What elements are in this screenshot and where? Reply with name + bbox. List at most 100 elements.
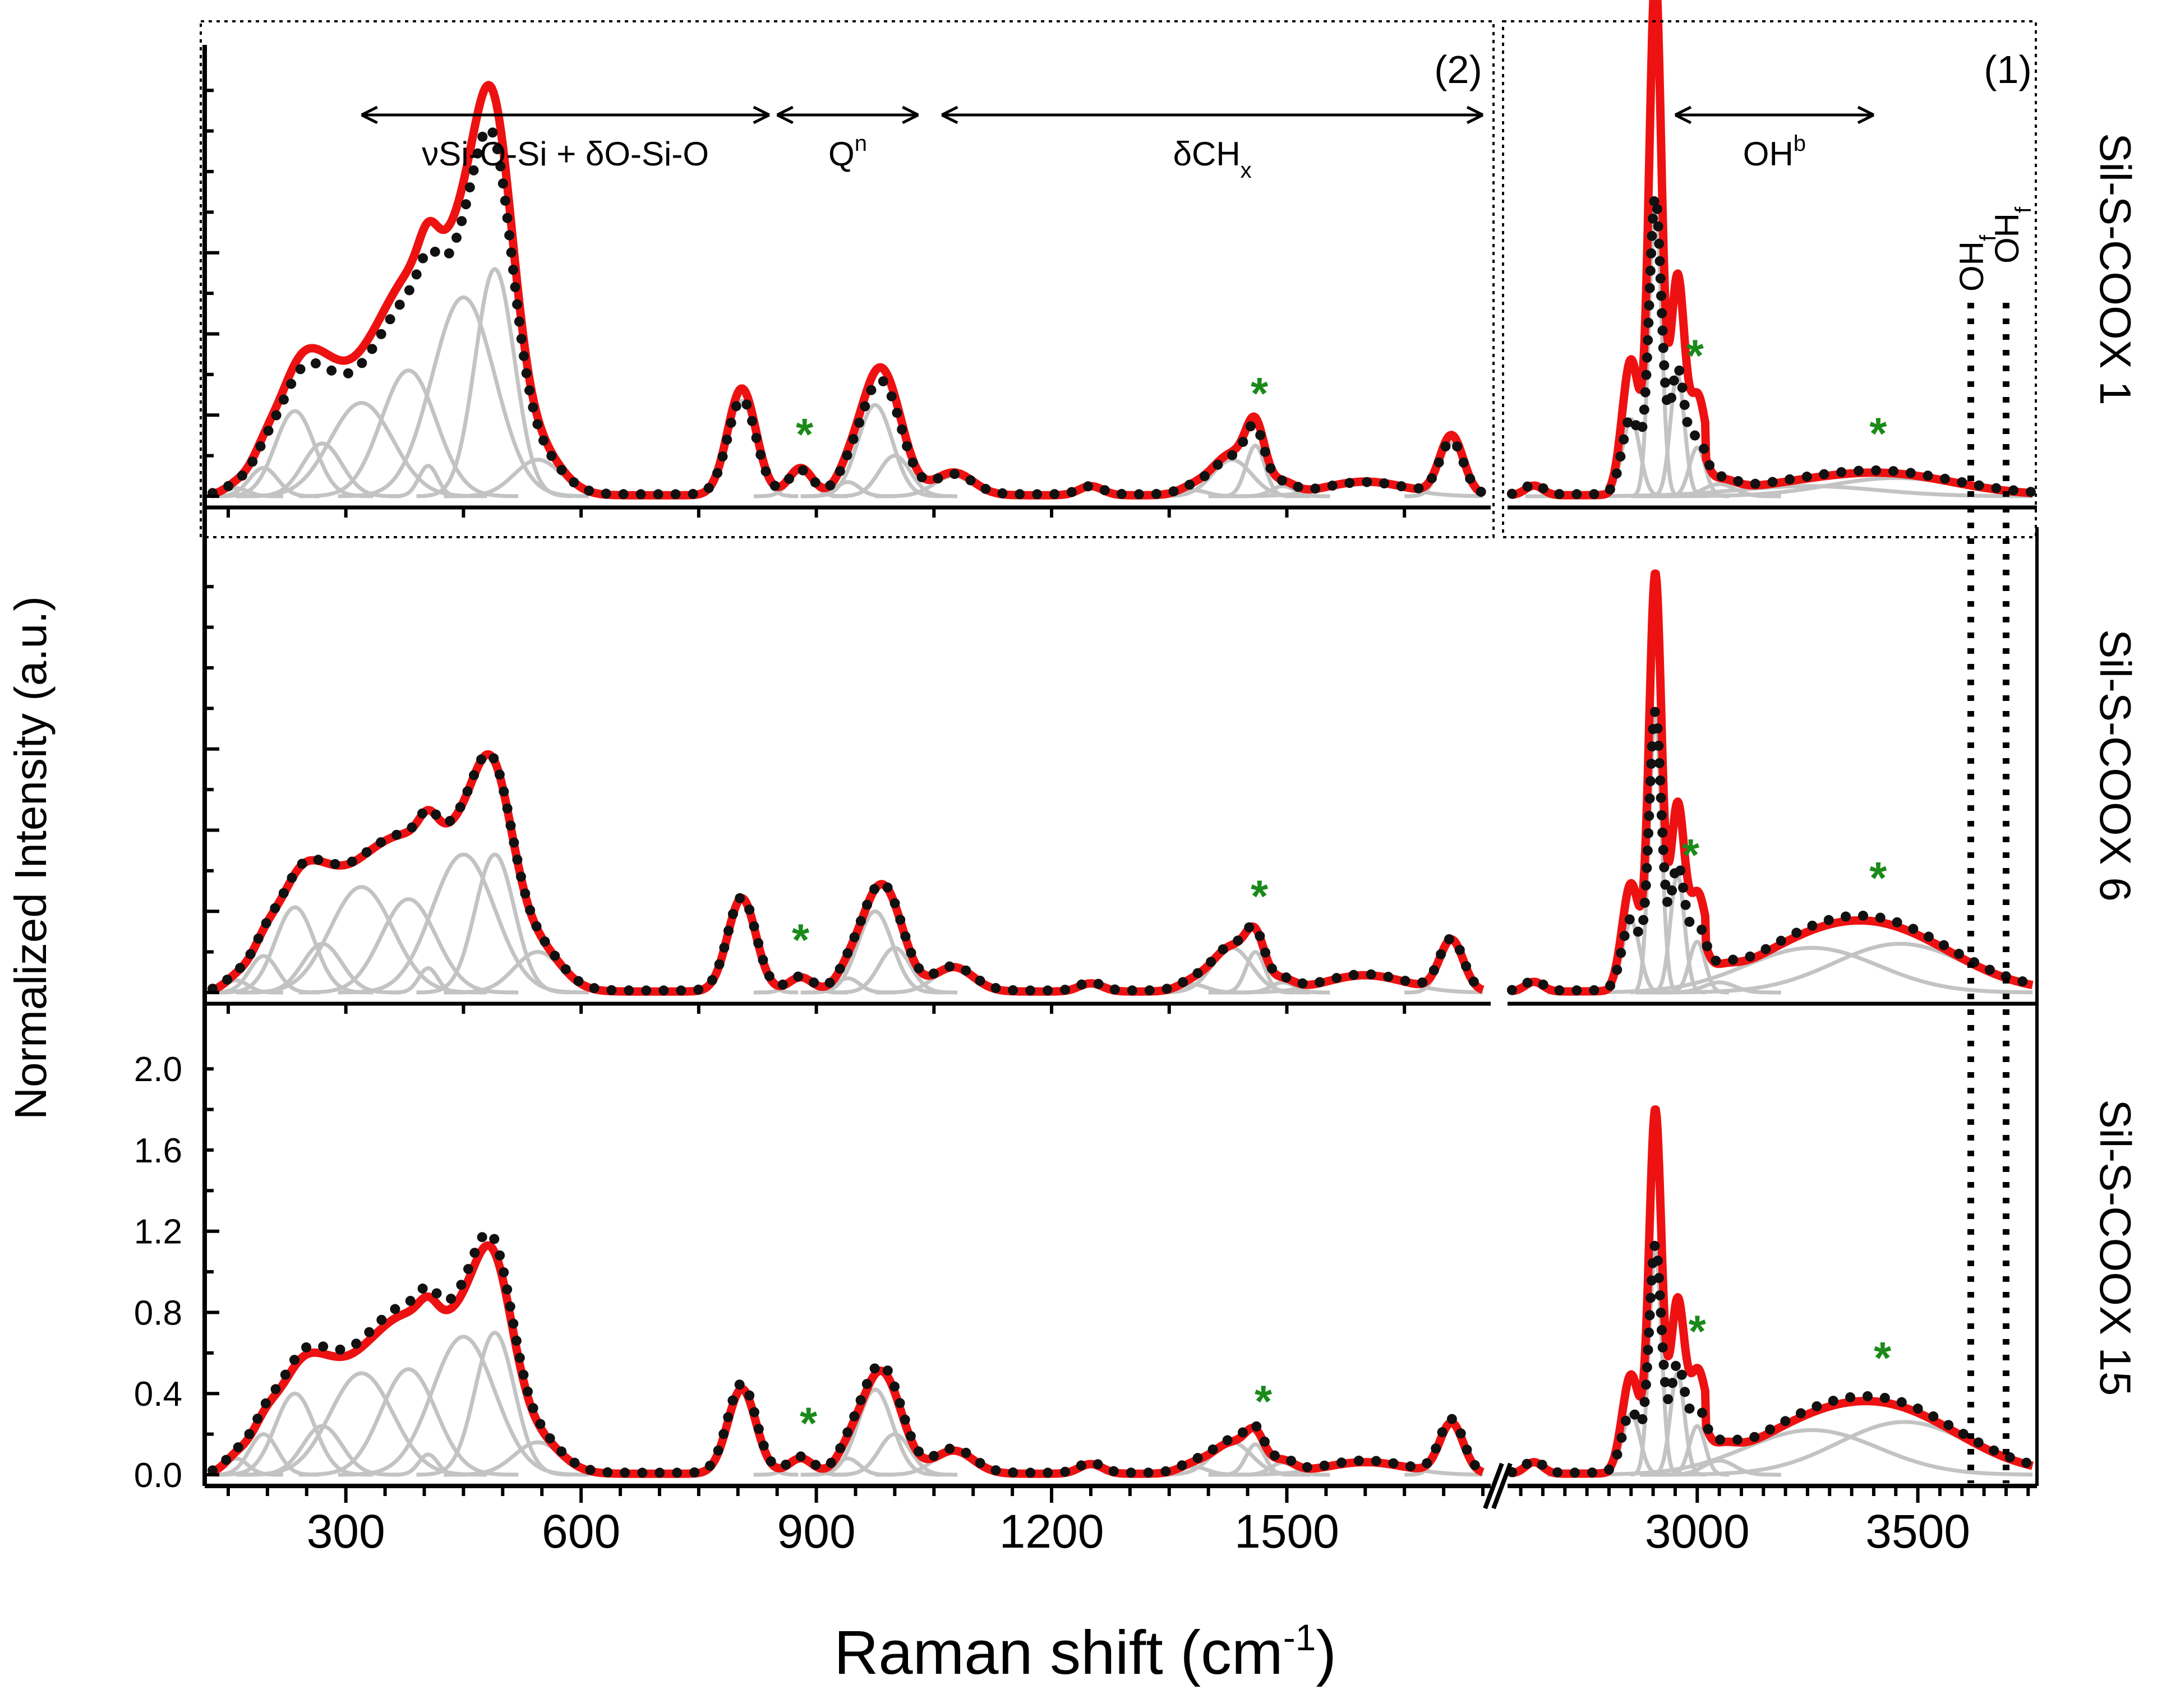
component-band-low-3 [216, 905, 374, 995]
fit-envelope-high [1506, 707, 2038, 996]
region-label: δCHx [1173, 135, 1252, 183]
component-band-low-15 [832, 454, 958, 498]
component-band-low-4 [243, 941, 401, 995]
free-oh-label-sub: f [1976, 234, 2001, 241]
component-band-low-15 [832, 945, 958, 995]
x-tick-label: 3500 [1865, 1505, 1970, 1558]
peak-star-marker: * [800, 1398, 818, 1448]
x-tick-label: 600 [542, 1505, 620, 1558]
region-arrow-head-right [753, 105, 770, 124]
region-annotation: OHb [1674, 105, 1875, 173]
region-box-2 [200, 20, 1495, 538]
sample-label: Sil-S-COOX 15 [2091, 1100, 2140, 1396]
peak-star-marker: * [1686, 331, 1704, 381]
region-arrow-head-left [941, 105, 958, 124]
component-band-low-14 [806, 909, 944, 995]
frame-layer: 0.0 0.4 0.8 1.2 1.6 2.0 300 600 900 1200 1500 3000 3… [134, 20, 2039, 1558]
region-annotation: Qn [776, 105, 919, 173]
sample-label: Sil-S-COOX 1 [2091, 133, 2140, 405]
fit-envelope-low [208, 1227, 1488, 1478]
experimental-spectrum-low [210, 1241, 1486, 1478]
fit-envelope-low [208, 122, 1488, 500]
component-band-low-8 [338, 1335, 589, 1477]
region-label: νSi-O-Si + δO-Si-O [422, 135, 709, 173]
component-band-high-2 [1596, 919, 1667, 995]
panel-number-label: (1) [1984, 48, 2032, 91]
y-tick-label: 0.0 [134, 1456, 182, 1495]
region-arrow-head-left [361, 105, 378, 124]
peak-star-marker: * [1689, 1306, 1707, 1356]
free-oh-marker-label: OHf [1988, 206, 2036, 264]
experimental-spectrum-high [1508, 569, 2036, 996]
panels-layer: * * * * Sil-S-COOX 1 * * * * Sil-S-COOX 6 * * * * Sil-… [208, 0, 2140, 1478]
region-arrow-head-right [1857, 105, 1875, 124]
component-band-low-9 [416, 852, 574, 995]
fit-envelope-high [1506, 1240, 2038, 1478]
experimental-spectrum-high [1508, 1105, 2036, 1478]
peak-star-marker: * [1255, 1376, 1273, 1426]
component-band-low-15 [832, 1432, 958, 1477]
component-band-low-8 [338, 852, 589, 995]
region-label-sup: b [1794, 131, 1806, 156]
spectrum-panel-1: * * * * Sil-S-COOX 1 [208, 0, 2140, 500]
x-tick-label: 900 [777, 1505, 855, 1558]
peak-star-marker: * [1682, 830, 1700, 880]
component-band-low-14 [806, 1387, 944, 1477]
peak-star-marker: * [1869, 853, 1887, 903]
region-label-main: νSi-O-Si + δO-Si-O [422, 135, 709, 173]
free-oh-label-main: OH [1988, 213, 2026, 264]
x-axis-label-exponent: -1 [1283, 1617, 1316, 1658]
component-band-low-9 [416, 1331, 574, 1477]
component-band-high-3 [1630, 712, 1680, 995]
region-label-sub: x [1241, 158, 1252, 183]
peak-star-marker: * [1251, 368, 1269, 418]
y-tick-label: 2.0 [134, 1050, 182, 1089]
component-band-low-3 [216, 409, 374, 498]
panel-number-label: (2) [1434, 48, 1482, 91]
peak-star-marker: * [1874, 1333, 1892, 1383]
y-tick-label: 1.6 [134, 1132, 182, 1170]
spectrum-panel-2: * * * * Sil-S-COOX 6 [208, 569, 2140, 996]
component-band-low-14 [806, 403, 944, 498]
y-tick-label: 0.4 [134, 1375, 182, 1414]
x-tick-label: 1200 [999, 1505, 1104, 1558]
component-band-high-2 [1596, 417, 1667, 498]
component-band-low-3 [216, 1391, 374, 1477]
component-band-low-5 [236, 400, 487, 498]
region-arrow-head-left [776, 105, 794, 124]
region-annotation: νSi-O-Si + δO-Si-O [361, 105, 770, 173]
region-arrow-head-right [1466, 105, 1484, 124]
free-oh-label-sub: f [2011, 206, 2036, 213]
free-oh-marker-label: OHf [1953, 234, 2001, 292]
axis-break-mark [1491, 1462, 1513, 1509]
peak-star-marker: * [796, 409, 814, 459]
x-tick-label: 3000 [1645, 1505, 1750, 1558]
component-band-low-11 [685, 897, 799, 995]
region-arrow-head-right [902, 105, 919, 124]
region-label-main: OH [1743, 135, 1794, 173]
fit-envelope-low [208, 748, 1488, 996]
x-axis-label-base: Raman shift (cm [834, 1618, 1283, 1687]
region-arrow-head-left [1674, 105, 1692, 124]
y-axis-label: Normalized Intensity (a.u.) [6, 596, 56, 1120]
sample-label: Sil-S-COOX 6 [2091, 629, 2140, 901]
region-label-main: Q [828, 135, 855, 173]
axis-break-mark [1483, 1462, 1504, 1509]
region-label-main: δCH [1173, 135, 1241, 173]
x-tick-label: 1500 [1234, 1505, 1339, 1558]
spectrum-panel-3: * * * * Sil-S-COOX 15 [208, 1100, 2140, 1478]
x-axis-label-end: ) [1316, 1618, 1336, 1687]
fit-envelope-high [1506, 191, 2038, 500]
region-label-sup: n [855, 131, 867, 156]
component-band-low-9 [416, 266, 574, 498]
region-annotation: δCHx [941, 105, 1484, 183]
region-label: OHb [1743, 131, 1806, 173]
component-band-low-11 [685, 1383, 799, 1477]
peak-star-marker: * [1251, 871, 1269, 921]
x-tick-label: 300 [307, 1505, 385, 1558]
component-band-low-4 [243, 1424, 401, 1477]
component-band-high-7 [1547, 945, 2033, 995]
y-tick-label: 0.8 [134, 1294, 182, 1332]
y-tick-label: 1.2 [134, 1213, 182, 1252]
